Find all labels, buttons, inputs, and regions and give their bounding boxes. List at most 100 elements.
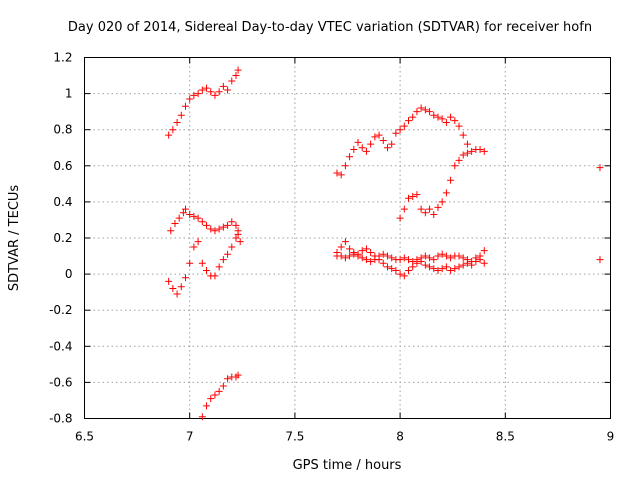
series-right-upper-a bbox=[333, 104, 471, 179]
data-point bbox=[417, 104, 425, 112]
data-point bbox=[215, 88, 223, 96]
data-point bbox=[379, 250, 387, 258]
data-point bbox=[203, 221, 211, 229]
data-point bbox=[186, 259, 194, 267]
data-point bbox=[476, 146, 484, 154]
data-point bbox=[463, 256, 471, 264]
data-point bbox=[405, 256, 413, 264]
data-point bbox=[459, 131, 467, 139]
series-lower-left bbox=[198, 371, 242, 421]
data-point bbox=[358, 254, 366, 262]
data-point bbox=[426, 108, 434, 116]
data-point bbox=[451, 117, 459, 125]
data-point bbox=[430, 265, 438, 273]
data-point bbox=[442, 263, 450, 271]
data-point bbox=[224, 250, 232, 258]
data-point bbox=[451, 162, 459, 170]
data-point bbox=[459, 261, 467, 269]
data-point bbox=[203, 266, 211, 274]
data-point bbox=[171, 220, 179, 228]
y-tick-label: 0.8 bbox=[53, 123, 72, 137]
data-point bbox=[480, 247, 488, 255]
data-point bbox=[207, 88, 215, 96]
data-point bbox=[181, 274, 189, 282]
data-point bbox=[371, 133, 379, 141]
data-point bbox=[463, 149, 471, 157]
y-tick-label: 0.6 bbox=[53, 159, 72, 173]
data-point bbox=[396, 256, 404, 264]
data-point bbox=[211, 227, 219, 235]
data-point bbox=[400, 122, 408, 130]
data-point bbox=[341, 162, 349, 170]
data-point bbox=[211, 391, 219, 399]
data-point bbox=[337, 243, 345, 251]
data-point bbox=[346, 252, 354, 260]
data-point bbox=[367, 248, 375, 256]
series-mid-left-upper bbox=[167, 205, 244, 246]
data-point bbox=[480, 147, 488, 155]
series-upper-left bbox=[165, 66, 242, 139]
x-tick-label: 7.5 bbox=[285, 430, 304, 444]
data-point bbox=[219, 82, 227, 90]
data-point bbox=[596, 256, 604, 264]
data-point bbox=[476, 252, 484, 260]
y-tick-label: 0.2 bbox=[53, 231, 72, 245]
data-point bbox=[234, 227, 242, 235]
data-point bbox=[421, 209, 429, 217]
data-point bbox=[409, 113, 417, 121]
data-point bbox=[405, 117, 413, 125]
data-point bbox=[413, 108, 421, 116]
data-point bbox=[396, 270, 404, 278]
data-point bbox=[224, 86, 232, 94]
data-point bbox=[375, 252, 383, 260]
data-point bbox=[430, 256, 438, 264]
data-point bbox=[468, 147, 476, 155]
data-point bbox=[463, 140, 471, 148]
plot-frame bbox=[84, 57, 611, 419]
data-point bbox=[421, 261, 429, 269]
grid-lines bbox=[84, 57, 611, 419]
data-point bbox=[413, 191, 421, 199]
data-point bbox=[383, 252, 391, 260]
data-point bbox=[169, 126, 177, 134]
data-point bbox=[228, 243, 236, 251]
data-point bbox=[442, 189, 450, 197]
data-point bbox=[434, 203, 442, 211]
data-point bbox=[346, 245, 354, 253]
data-point bbox=[451, 265, 459, 273]
data-point bbox=[169, 285, 177, 293]
data-point bbox=[190, 212, 198, 220]
data-point bbox=[203, 84, 211, 92]
data-point bbox=[455, 156, 463, 164]
data-point bbox=[472, 254, 480, 262]
data-point bbox=[165, 131, 173, 139]
data-points bbox=[165, 66, 604, 421]
data-point bbox=[596, 164, 604, 172]
axis-ticks: 6.5 7 7.5 8 8.5 9 -0.8 -0.6 -0.4 -0.2 0 0.2 0.4 0.6 0.… bbox=[49, 51, 614, 444]
data-point bbox=[190, 243, 198, 251]
data-point bbox=[215, 225, 223, 233]
data-point bbox=[400, 205, 408, 213]
data-point bbox=[232, 234, 240, 242]
data-point bbox=[198, 218, 206, 226]
data-point bbox=[447, 266, 455, 274]
data-point bbox=[234, 371, 242, 379]
data-point bbox=[179, 209, 187, 217]
data-point bbox=[177, 111, 185, 119]
data-point bbox=[228, 218, 236, 226]
data-point bbox=[346, 153, 354, 161]
data-point bbox=[388, 254, 396, 262]
x-tick-label: 8.5 bbox=[496, 430, 515, 444]
data-point bbox=[430, 111, 438, 119]
series-mid-left-lower bbox=[165, 227, 242, 298]
y-tick-label: 0 bbox=[65, 267, 73, 281]
data-point bbox=[455, 252, 463, 260]
data-point bbox=[194, 214, 202, 222]
data-point bbox=[400, 254, 408, 262]
data-point bbox=[392, 266, 400, 274]
data-point bbox=[173, 290, 181, 298]
data-point bbox=[383, 263, 391, 271]
data-point bbox=[379, 137, 387, 145]
data-point bbox=[405, 266, 413, 274]
